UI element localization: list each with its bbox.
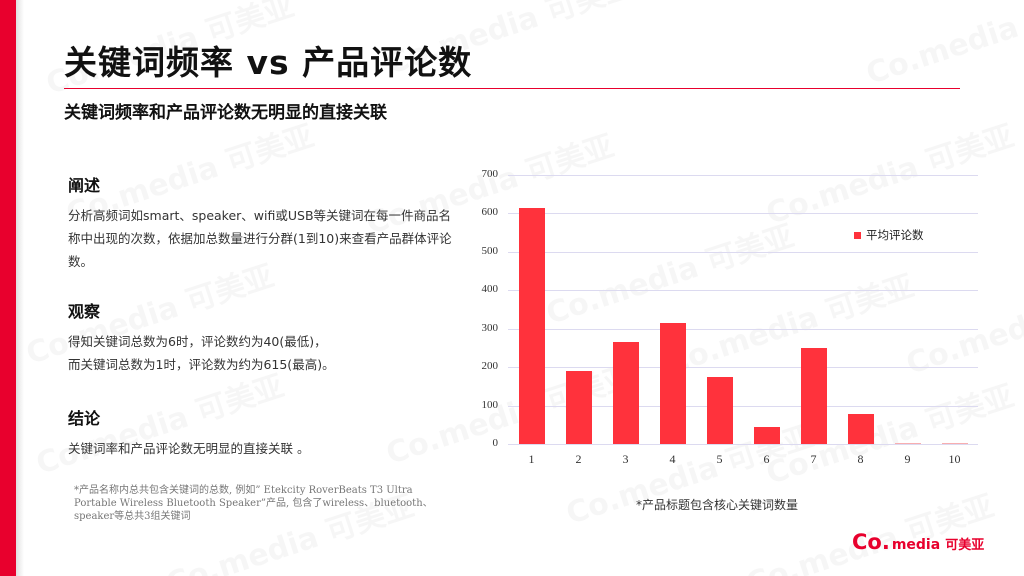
bar-1	[518, 207, 545, 444]
bar-7	[800, 347, 827, 444]
x-tick-label: 1	[528, 452, 535, 466]
x-tick-label: 5	[716, 452, 723, 466]
accent-side-bar	[0, 0, 16, 576]
gridline	[508, 367, 978, 369]
x-tick-label: 2	[575, 452, 582, 466]
section-heading-description: 阐述	[68, 176, 101, 195]
x-tick-label: 4	[669, 452, 676, 466]
gridline	[508, 328, 978, 330]
y-tick-label: 200	[481, 360, 499, 373]
bar-8	[847, 414, 874, 444]
bar-6	[753, 427, 780, 444]
section-body-conclusion: 关键词率和产品评论数无明显的直接关联 。	[68, 441, 310, 456]
gridline	[508, 444, 978, 445]
y-tick-label: 100	[481, 398, 499, 411]
legend-label: 平均评论数	[866, 228, 924, 242]
bar-9	[894, 443, 921, 444]
bar-3	[612, 342, 639, 444]
y-tick-label: 700	[481, 168, 499, 180]
side-bar-shadow	[16, 0, 24, 576]
section-body-observation: 得知关键词总数为6时，评论数约为40(最低)， 而关键词总数为1时，评论数为约为…	[68, 330, 460, 376]
x-tick-label: 3	[622, 452, 629, 466]
bar-5	[706, 376, 733, 444]
y-tick-label: 400	[481, 283, 499, 296]
gridline	[508, 251, 978, 253]
x-tick-label: 7	[810, 452, 817, 466]
x-tick-label: 8	[857, 452, 864, 466]
logo-cn: 可美亚	[945, 538, 985, 553]
section-heading-observation: 观察	[68, 302, 101, 321]
chart-axis-note: *产品标题包含核心关键词数量	[636, 498, 799, 512]
chart-legend: 平均评论数	[854, 227, 924, 243]
observation-line-2: 而关键词总数为1时，评论数为约为615(最高)。	[68, 357, 335, 372]
slide-subtitle: 关键词频率和产品评论数无明显的直接关联	[64, 103, 387, 123]
gridline	[508, 175, 978, 176]
logo-media: media	[891, 537, 941, 553]
y-tick-label: 500	[481, 244, 499, 257]
brand-logo: Co. media 可美亚	[852, 530, 984, 554]
bar-chart: 平均评论数 0 100 200 300 400 500 600 700 1 2 3 4 5 6 7 8 9 10	[470, 165, 990, 475]
gridline	[508, 405, 978, 407]
x-tick-label: 6	[763, 452, 770, 466]
bar-10	[941, 443, 968, 444]
observation-line-1: 得知关键词总数为6时，评论数约为40(最低)，	[68, 334, 327, 349]
legend-swatch-icon	[854, 231, 861, 239]
section-heading-conclusion: 结论	[68, 409, 101, 428]
bar-4	[659, 322, 686, 444]
y-tick-label: 0	[492, 437, 499, 449]
y-tick-label: 600	[481, 206, 499, 219]
section-body-description: 分析高频词如smart、speaker、wifi或USB等关键词在每一件商品名称…	[68, 208, 452, 269]
x-tick-label: 9	[904, 452, 911, 466]
gridline	[508, 213, 978, 215]
bar-2	[565, 370, 592, 444]
slide-title: 关键词频率 vs 产品评论数	[64, 43, 473, 82]
watermark-text: Co.media 可美亚	[860, 0, 1024, 93]
logo-co: Co.	[852, 530, 890, 554]
title-divider	[64, 88, 960, 89]
footnote: *产品名称内总共包含关键词的总数, 例如” Etekcity RoverBeat…	[74, 485, 433, 522]
gridline	[508, 290, 978, 292]
y-tick-label: 300	[481, 321, 499, 334]
x-tick-label: 10	[948, 452, 961, 466]
